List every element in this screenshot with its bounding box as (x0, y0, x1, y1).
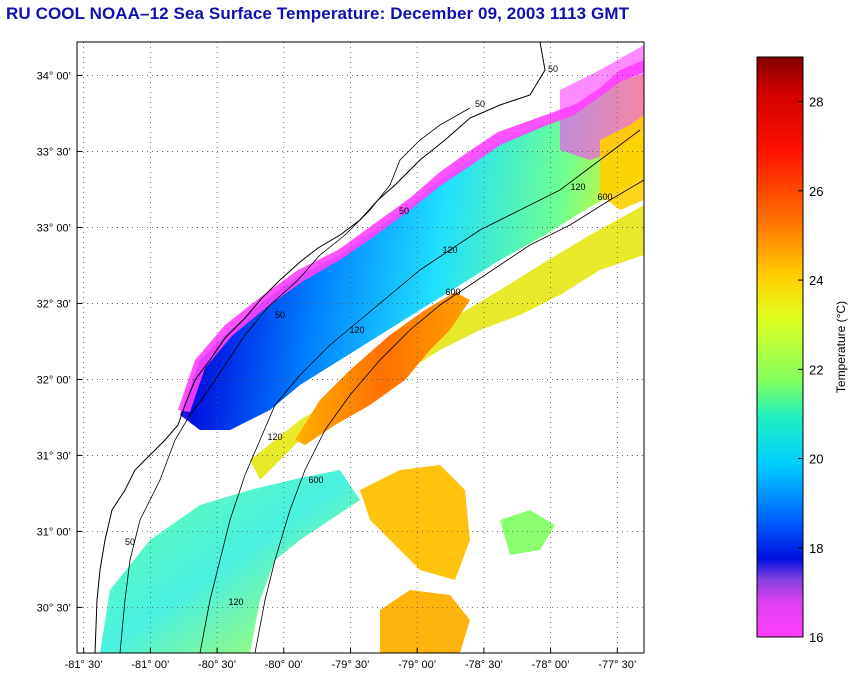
contour-label: 50 (125, 537, 135, 547)
lat-tick-label: 30° 30’ (37, 602, 71, 614)
lon-tick-label: -80° 00’ (265, 659, 303, 671)
offshore-warm-patch (360, 465, 470, 580)
isobath-50m (119, 107, 471, 653)
contour-label: 600 (445, 287, 460, 297)
lat-tick-label: 33° 30’ (37, 146, 71, 158)
colorbar-tick-label: 20 (809, 452, 823, 467)
lon-tick-label: -78° 00’ (532, 659, 570, 671)
lon-tick-label: -80° 30’ (198, 659, 236, 671)
coastline (94, 42, 546, 653)
lat-tick-label: 31° 00’ (37, 526, 71, 538)
shelf-water-band (180, 75, 644, 430)
outer-warm-band (250, 205, 644, 480)
map-border (76, 41, 645, 654)
contour-label: 600 (308, 475, 323, 485)
contour-label: 50 (399, 206, 409, 216)
colorbar (756, 56, 804, 638)
contour-label: 120 (570, 182, 585, 192)
lon-tick-label: -79° 00’ (398, 659, 436, 671)
longitude-ticks: -81° 30’ -81° 00’ -80° 30’ -80° 00’ -79° 30’… (65, 648, 636, 671)
isobath-600m (254, 179, 644, 653)
lat-tick-label: 32° 00’ (37, 374, 71, 386)
colorbar-tick-label: 28 (809, 95, 823, 110)
map-gridlines (77, 42, 644, 653)
gulf-stream-core (295, 292, 470, 445)
lat-tick-label: 33° 00’ (37, 222, 71, 234)
lat-tick-label: 34° 00’ (37, 70, 71, 82)
colorbar-tick-label: 16 (809, 630, 823, 645)
lon-tick-label: -81° 30’ (65, 659, 103, 671)
colorbar-tick-label: 24 (809, 273, 823, 288)
contour-label: 50 (275, 310, 285, 320)
contour-label: 120 (442, 245, 457, 255)
southern-shelf-water (100, 470, 360, 653)
offshore-green-patch (500, 510, 555, 555)
colorbar-tick-label: 22 (809, 362, 823, 377)
contour-label: 120 (228, 597, 243, 607)
colorbar-tick-label: 18 (809, 541, 823, 556)
southern-warm-patch (380, 590, 470, 653)
contour-label: 600 (597, 192, 612, 202)
map-title: RU COOL NOAA–12 Sea Surface Temperature:… (6, 4, 630, 23)
lon-tick-label: -81° 00’ (131, 659, 169, 671)
lat-tick-label: 32° 30’ (37, 298, 71, 310)
contour-label: 50 (475, 99, 485, 109)
isobath-120m (199, 129, 641, 653)
contour-labels: 50 50 50 50 50 120 120 120 120 120 600 600 600 (125, 64, 613, 607)
colorbar-ticks: 28 26 24 22 20 18 16 (798, 95, 823, 645)
colorbar-tick-label: 26 (809, 184, 823, 199)
lat-tick-label: 31° 30’ (37, 450, 71, 462)
contour-label: 50 (548, 64, 558, 74)
lon-tick-label: -79° 30’ (331, 659, 369, 671)
contour-label: 120 (267, 432, 282, 442)
colorbar-label: Temperature (°C) (834, 301, 848, 393)
contour-label: 120 (349, 325, 364, 335)
latitude-ticks: 34° 00’ 33° 30’ 33° 00’ 32° 30’ 32° 00’ 31° 3… (37, 70, 82, 614)
sst-field (77, 42, 644, 653)
lon-tick-label: -77° 30’ (598, 659, 636, 671)
lon-tick-label: -78° 30’ (465, 659, 503, 671)
